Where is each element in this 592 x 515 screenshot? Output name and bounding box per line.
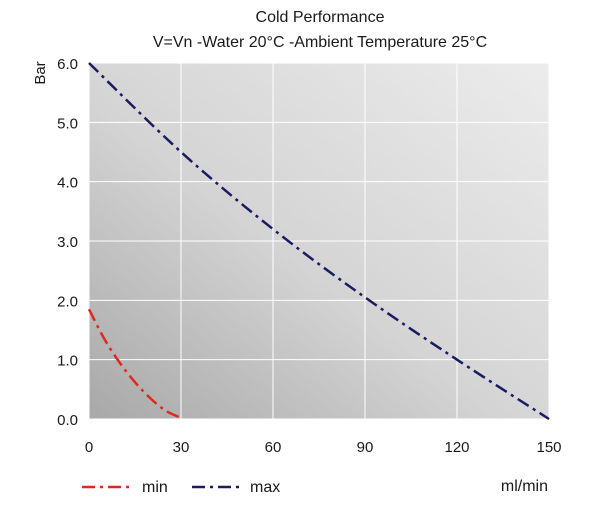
x-tick-label: 0 [85, 439, 93, 456]
x-tick-label: 90 [357, 439, 374, 456]
series-line-max [88, 62, 550, 421]
series-lines [87, 62, 550, 421]
x-axis-label: ml/min [501, 478, 548, 495]
x-tick-label: 150 [536, 439, 561, 456]
chart-subtitle: V=Vn -Water 20°C -Ambient Temperature 25… [153, 34, 487, 51]
x-tick-label: 30 [173, 439, 190, 456]
grid-lines [88, 62, 550, 420]
chart-title: Cold Performance [256, 9, 385, 26]
y-tick-label: 6.0 [57, 56, 78, 73]
y-tick-label: 0.0 [57, 412, 78, 429]
legend-label-max: max [250, 479, 280, 496]
tick-labels: 0 30 60 90 120 150 0.0 1.0 2.0 3.0 4.0 5.0 6.0 [57, 56, 561, 456]
y-axis-label: Bar [32, 61, 49, 84]
y-tick-label: 1.0 [57, 353, 78, 370]
legend-label-min: min [142, 479, 168, 496]
x-tick-label: 120 [444, 439, 469, 456]
y-tick-label: 3.0 [57, 234, 78, 251]
y-tick-label: 2.0 [57, 293, 78, 310]
y-tick-label: 5.0 [57, 115, 78, 132]
y-tick-label: 4.0 [57, 175, 78, 192]
legend: min max [82, 479, 280, 496]
series-line-min [87, 308, 182, 419]
x-tick-label: 60 [265, 439, 282, 456]
